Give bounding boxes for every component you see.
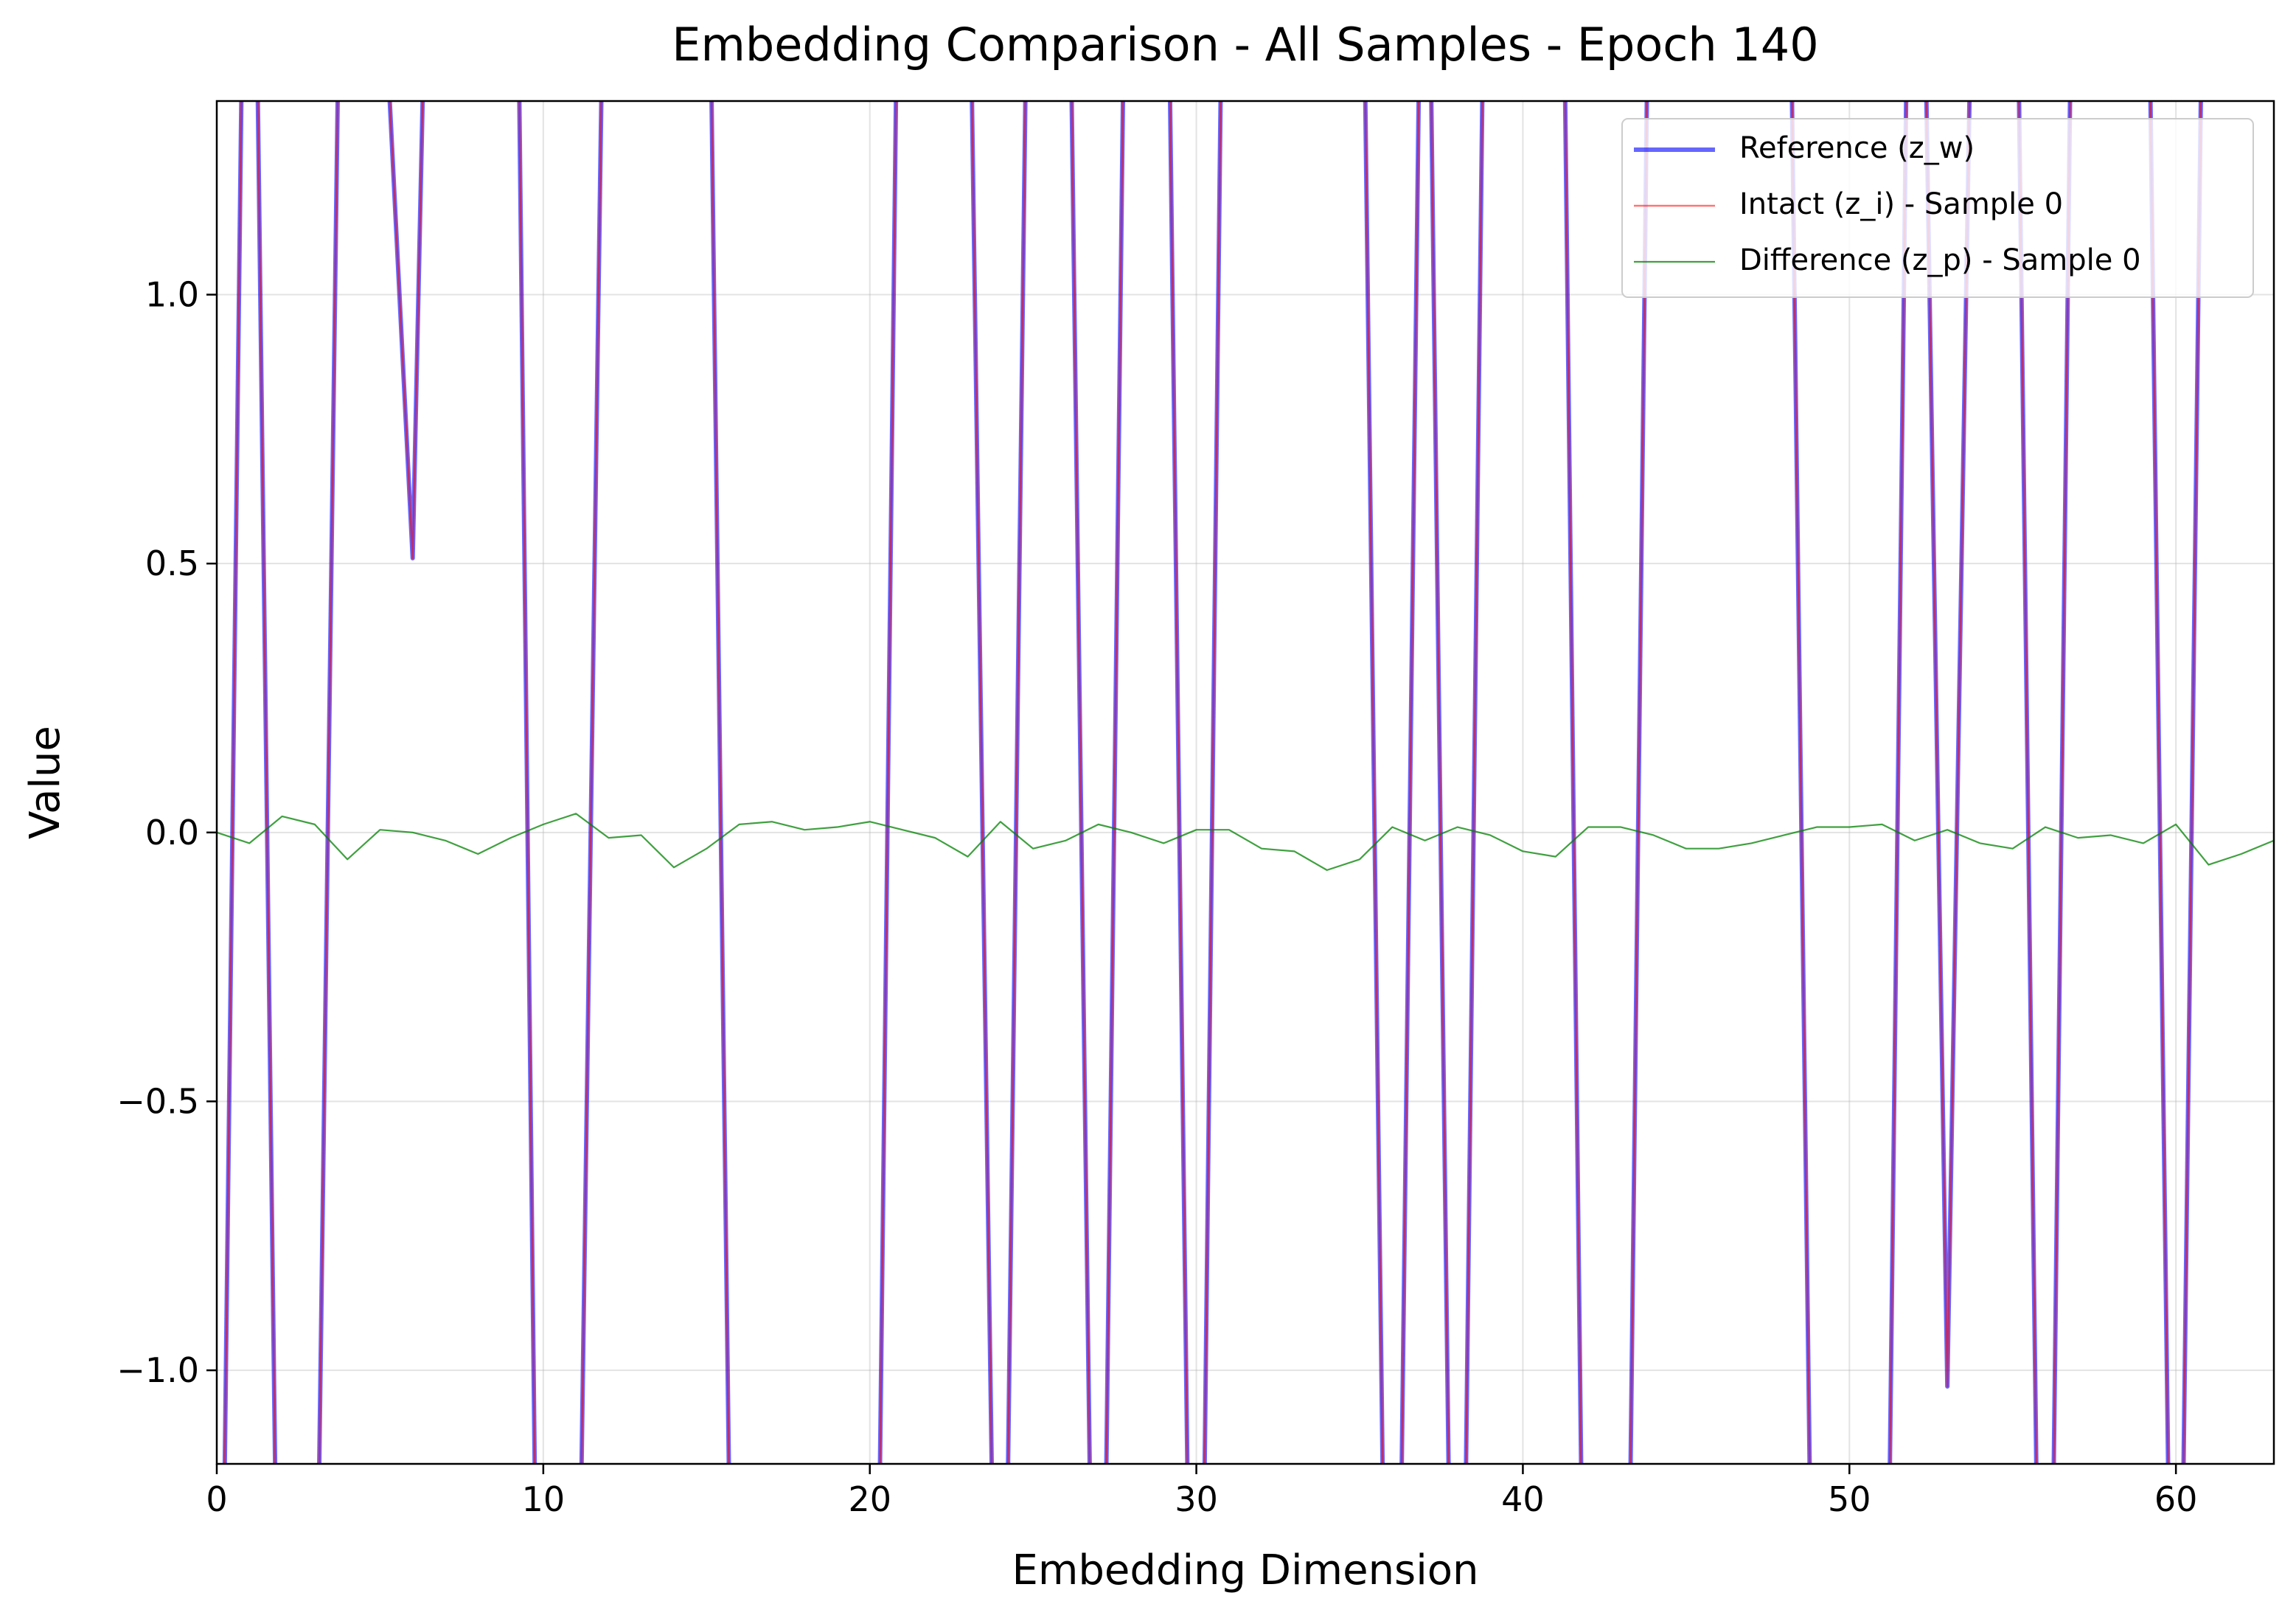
y-axis-label: Value bbox=[21, 726, 69, 839]
x-axis-label: Embedding Dimension bbox=[1012, 1546, 1478, 1594]
y-tick-label: 0.5 bbox=[145, 544, 199, 583]
y-tick-label: 1.0 bbox=[145, 275, 199, 315]
x-tick-label: 60 bbox=[2154, 1479, 2198, 1519]
y-tick-label: −0.5 bbox=[116, 1081, 199, 1121]
x-tick-label: 10 bbox=[522, 1479, 566, 1519]
legend: Reference (z_w) Intact (z_i) - Sample 0 Di… bbox=[1621, 118, 2254, 298]
x-tick-label: 20 bbox=[848, 1479, 891, 1519]
y-tick-label: 0.0 bbox=[145, 813, 199, 853]
plot-frame bbox=[215, 100, 2275, 1465]
legend-label: Difference (z_p) - Sample 0 bbox=[1739, 243, 2141, 277]
x-tick-label: 50 bbox=[1828, 1479, 1871, 1519]
x-tick-label: 0 bbox=[206, 1479, 227, 1519]
series-line bbox=[217, 813, 2274, 871]
x-tick-label: 30 bbox=[1175, 1479, 1218, 1519]
series-line bbox=[223, 101, 2202, 1464]
ticks: 0 10 20 30 40 50 60 −1.0 −0.5 0.0 0.5 1.0 bbox=[116, 275, 2197, 1519]
plot-area bbox=[217, 101, 2274, 1464]
legend-box bbox=[1621, 118, 2254, 298]
legend-label: Reference (z_w) bbox=[1739, 131, 1975, 165]
chart-title: Embedding Comparison - All Samples - Epo… bbox=[672, 18, 1818, 72]
grid bbox=[216, 101, 2274, 1464]
y-tick-label: −1.0 bbox=[116, 1350, 199, 1390]
legend-label: Intact (z_i) - Sample 0 bbox=[1739, 187, 2063, 221]
x-tick-label: 40 bbox=[1501, 1479, 1545, 1519]
